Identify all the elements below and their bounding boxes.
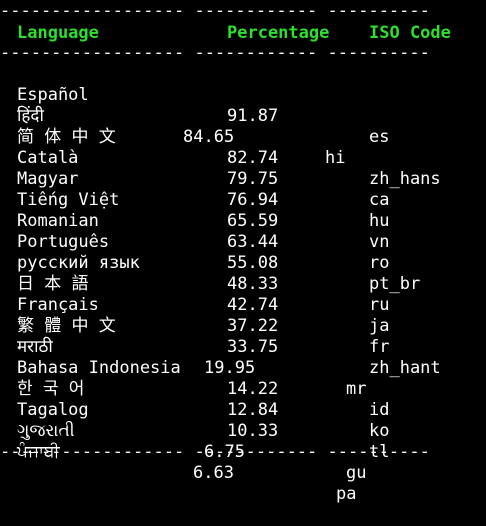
cell-language: Romanian [17, 211, 99, 231]
cell-language: ગુજરાતી [17, 421, 75, 441]
cell-language: 한 국 어 [17, 379, 85, 399]
table-row: Français 37.22 fr [0, 274, 486, 357]
cell-language: 日 本 語 [17, 274, 89, 294]
cell-percentage: 79.75 [227, 169, 279, 189]
cell-language: 繁 體 中 文 [17, 316, 116, 336]
cell-language: 简 体 中 文 [17, 127, 116, 147]
cell-iso: vn [369, 232, 390, 252]
cell-language: Magyar [17, 169, 79, 189]
cell-iso: ro [369, 253, 390, 273]
cell-percentage: 33.75 [227, 337, 279, 357]
cell-iso: ko [369, 421, 390, 441]
cell-iso: gu [346, 463, 367, 483]
cell-iso: pt_br [369, 274, 421, 294]
cell-language: Català [17, 148, 79, 168]
cell-percentage: 37.22 [227, 316, 279, 336]
cell-percentage: 55.08 [227, 253, 279, 273]
cell-language: Français [17, 295, 99, 315]
table-rule-header: ------------------ ------------ --------… [0, 43, 430, 63]
cell-language: ਪੰਜਾਬੀ [17, 442, 60, 462]
table-row: ਪੰਜਾਬੀ 6.63 pa [0, 421, 486, 504]
header-iso-code: ISO Code [369, 23, 451, 43]
table-row: Português 55.08 pt_br [0, 211, 486, 294]
table-row: हिंदी 84.65 hi [0, 85, 486, 168]
cell-percentage: 6.75 [204, 442, 245, 462]
cell-iso: pa [336, 484, 357, 504]
cell-percentage: 12.84 [227, 400, 279, 420]
cell-percentage: 65.59 [227, 211, 279, 231]
cell-language: русский язык [17, 253, 140, 273]
cell-percentage: 14.22 [227, 379, 279, 399]
cell-percentage: 10.33 [227, 421, 279, 441]
terminal-window: ------------------ ------------ --------… [0, 1, 486, 504]
table-rule-bottom: ------------------ ------------ --------… [0, 442, 430, 462]
cell-iso: ru [369, 295, 390, 315]
cell-percentage: 42.74 [227, 295, 279, 315]
cell-iso: id [369, 400, 390, 420]
cell-iso: hu [369, 211, 390, 231]
table-row: Tiếng Việt 65.59 vn [0, 169, 486, 252]
cell-percentage: 6.63 [193, 463, 234, 483]
table-row: Bahasa Indonesia 14.22 id [0, 337, 486, 420]
cell-language: Tagalog [17, 400, 89, 420]
table-row: Català 79.75 ca [0, 127, 486, 210]
cell-iso: ca [369, 190, 390, 210]
header-language: Language [17, 23, 99, 43]
table-body: Español 91.87 es हिंदी 84.65 hi 简 体 中 文 … [0, 64, 486, 504]
table-header: Language Percentage ISO Code [0, 23, 486, 44]
table-row: Romanian 63.44 ro [0, 190, 486, 273]
table-row: 简 体 中 文 82.74 zh_hans [0, 106, 486, 189]
cell-percentage: 19.95 [204, 358, 256, 378]
table-row: 한 국 어 12.84 ko [0, 358, 486, 441]
table-row: русский язык 48.33 ru [0, 232, 486, 315]
cell-iso: mr [346, 379, 367, 399]
cell-percentage: 91.87 [227, 106, 279, 126]
table-row: Magyar 76.94 hu [0, 148, 486, 231]
table-row: Español 91.87 es [0, 64, 486, 147]
cell-language: Español [17, 85, 89, 105]
cell-percentage: 84.65 [183, 127, 235, 147]
cell-language: हिंदी [17, 106, 44, 126]
table-row: मराठी 19.95 mr [0, 316, 486, 399]
cell-language: मराठी [17, 337, 53, 357]
cell-iso: fr [369, 337, 390, 357]
cell-iso: zh_hant [369, 358, 441, 378]
table-row: 繁 體 中 文 33.75 zh_hant [0, 295, 486, 378]
table-row: ગુજરાતી 6.75 gu [0, 400, 486, 483]
table-rule-top: ------------------ ------------ --------… [0, 1, 430, 21]
cell-iso: tl [369, 442, 390, 462]
cell-percentage: 82.74 [227, 148, 279, 168]
cell-language: Bahasa Indonesia [17, 358, 181, 378]
cell-iso: zh_hans [369, 169, 441, 189]
table-row: Tagalog 10.33 tl [0, 379, 486, 462]
table-row: 日 本 語 42.74 ja [0, 253, 486, 336]
cell-language: Português [17, 232, 110, 252]
cell-iso: es [369, 127, 390, 147]
cell-percentage: 63.44 [227, 232, 279, 252]
header-percentage: Percentage [227, 23, 330, 43]
cell-language: Tiếng Việt [17, 190, 120, 210]
cell-iso: hi [325, 148, 346, 168]
cell-iso: ja [369, 316, 390, 336]
cell-percentage: 48.33 [227, 274, 279, 294]
cell-percentage: 76.94 [227, 190, 279, 210]
